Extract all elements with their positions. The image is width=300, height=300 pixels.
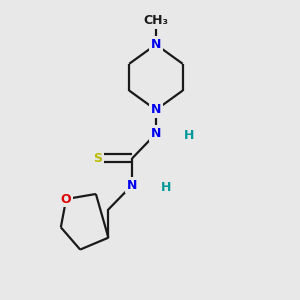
Text: N: N — [127, 178, 137, 192]
Text: CH₃: CH₃ — [143, 14, 168, 27]
Text: O: O — [61, 193, 71, 206]
Text: N: N — [151, 38, 161, 51]
Text: N: N — [151, 127, 161, 140]
Text: S: S — [94, 152, 103, 165]
Text: H: H — [161, 181, 172, 194]
Text: H: H — [184, 129, 194, 142]
Text: N: N — [151, 103, 161, 116]
